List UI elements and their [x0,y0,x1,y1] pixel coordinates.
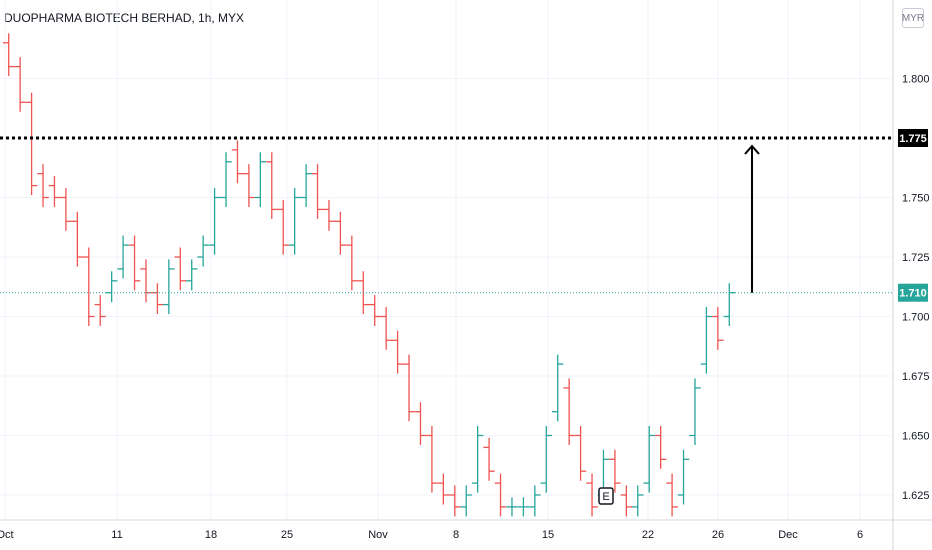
earnings-marker-label: E [602,491,609,503]
price-tick-label: 1.725 [902,252,930,264]
time-tick-label: Dec [778,529,798,541]
last-price-label: 1.710 [899,288,927,300]
time-tick-label: 22 [642,529,654,541]
last-price-badge [898,283,928,302]
resistance-price-label: 1.775 [899,133,927,145]
price-tick-label: 1.625 [902,490,930,502]
price-tick-label: 1.750 [902,193,930,205]
price-axis: 1.800 1.750 1.725 1.700 1.675 1.650 1.625 [892,0,930,550]
time-tick-label: 15 [542,529,554,541]
time-tick-label: Oct [0,529,14,541]
resistance-price-badge [898,129,928,147]
price-tick-label: 1.800 [902,74,930,86]
time-tick-label: 6 [857,529,863,541]
price-tick-label: 1.650 [902,431,930,443]
time-tick-label: 25 [281,529,293,541]
price-tick-label: 1.675 [902,371,930,383]
time-tick-label: 18 [205,529,217,541]
chart-title: DUOPHARMA BIOTECH BERHAD, 1h, MYX [4,11,245,25]
time-tick-label: 8 [453,529,459,541]
currency-button[interactable]: MYR [902,8,924,28]
ohlc-bars [3,33,735,517]
time-tick-label: 11 [111,529,122,541]
price-tick-label: 1.700 [902,312,930,324]
time-axis: Oct 11 18 25 Nov 8 15 22 26 Dec 6 [0,519,932,541]
earnings-marker [598,487,614,505]
target-arrow-head [744,144,760,155]
time-tick-label: 26 [712,529,724,541]
levels: 1.775 1.710 E [0,129,928,505]
time-tick-label: Nov [368,529,388,541]
